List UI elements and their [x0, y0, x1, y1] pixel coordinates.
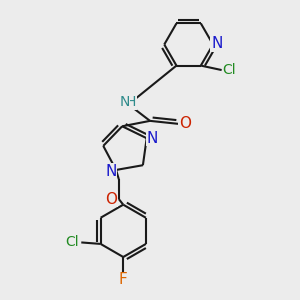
Text: N: N [146, 131, 158, 146]
Text: N: N [105, 164, 116, 179]
Text: N: N [211, 36, 223, 51]
Text: N: N [119, 95, 130, 109]
Text: F: F [119, 272, 128, 287]
Text: Cl: Cl [66, 236, 79, 249]
Text: H: H [125, 95, 136, 109]
Text: O: O [179, 116, 191, 131]
Text: Cl: Cl [222, 63, 236, 77]
Text: O: O [105, 191, 117, 206]
